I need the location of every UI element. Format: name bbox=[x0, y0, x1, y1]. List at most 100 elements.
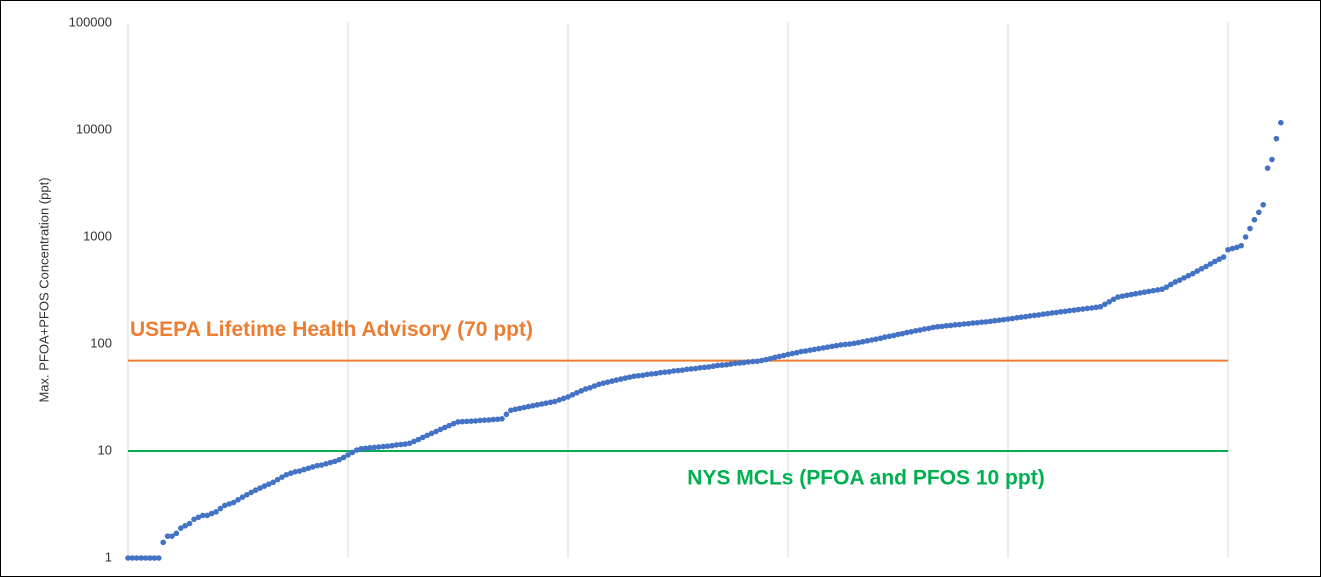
point bbox=[697, 364, 703, 371]
point bbox=[1190, 270, 1196, 277]
point bbox=[807, 347, 813, 354]
point bbox=[1102, 301, 1108, 308]
point bbox=[591, 383, 598, 389]
point bbox=[622, 375, 628, 381]
point bbox=[252, 487, 259, 494]
point bbox=[266, 481, 272, 487]
point bbox=[719, 362, 725, 368]
point bbox=[336, 456, 343, 463]
point bbox=[508, 407, 514, 414]
point bbox=[1128, 291, 1134, 298]
point bbox=[288, 470, 294, 477]
point bbox=[1049, 310, 1055, 316]
point bbox=[741, 359, 747, 366]
point bbox=[279, 474, 285, 480]
point bbox=[780, 352, 787, 359]
point bbox=[631, 373, 637, 380]
point bbox=[477, 417, 483, 424]
point bbox=[1106, 298, 1112, 305]
point bbox=[486, 417, 492, 423]
point bbox=[1238, 242, 1244, 249]
point bbox=[745, 359, 752, 365]
point bbox=[1084, 305, 1090, 312]
point bbox=[516, 405, 523, 412]
point bbox=[811, 346, 818, 353]
point bbox=[1044, 310, 1051, 317]
point bbox=[358, 445, 365, 452]
point bbox=[1229, 245, 1236, 252]
point bbox=[706, 364, 712, 370]
point bbox=[644, 371, 650, 378]
point bbox=[1185, 272, 1192, 279]
point bbox=[292, 468, 299, 475]
point bbox=[701, 364, 708, 371]
point bbox=[208, 510, 215, 517]
point bbox=[802, 348, 809, 354]
point bbox=[318, 462, 325, 468]
point bbox=[1154, 287, 1161, 293]
point bbox=[472, 418, 479, 424]
point bbox=[987, 318, 994, 325]
point bbox=[1194, 268, 1200, 274]
point bbox=[1273, 135, 1280, 142]
point bbox=[882, 334, 888, 340]
point bbox=[464, 418, 470, 425]
point bbox=[398, 441, 404, 448]
point bbox=[261, 483, 268, 489]
point bbox=[437, 426, 444, 433]
y-tick-label: 10 bbox=[98, 442, 112, 457]
point bbox=[1097, 303, 1104, 310]
point bbox=[604, 379, 611, 385]
point bbox=[1269, 156, 1275, 163]
point bbox=[1053, 309, 1060, 316]
point bbox=[829, 343, 835, 350]
point bbox=[864, 338, 870, 344]
point bbox=[1124, 292, 1130, 299]
point bbox=[714, 362, 721, 369]
point bbox=[1234, 244, 1240, 251]
point bbox=[235, 496, 241, 503]
point bbox=[692, 365, 699, 372]
point bbox=[895, 331, 901, 338]
point bbox=[1115, 294, 1121, 300]
point bbox=[305, 465, 312, 472]
point bbox=[503, 411, 510, 418]
point bbox=[710, 363, 716, 370]
annotation: USEPA Lifetime Health Advisory (70 ppt) bbox=[130, 318, 533, 341]
point bbox=[613, 377, 620, 383]
point bbox=[239, 494, 246, 501]
point bbox=[362, 445, 369, 452]
point bbox=[763, 356, 769, 363]
point bbox=[1146, 288, 1152, 295]
point bbox=[1040, 311, 1046, 317]
point bbox=[1036, 312, 1042, 318]
point bbox=[521, 404, 527, 411]
point bbox=[406, 440, 413, 447]
point bbox=[736, 360, 743, 366]
point bbox=[983, 319, 989, 325]
point bbox=[556, 397, 562, 403]
point bbox=[1075, 306, 1082, 313]
y-tick-label: 1 bbox=[105, 549, 112, 564]
point bbox=[952, 322, 958, 328]
point bbox=[371, 444, 378, 451]
point bbox=[723, 361, 730, 368]
point bbox=[151, 555, 158, 561]
point bbox=[886, 333, 892, 340]
y-tick-label: 10000 bbox=[76, 121, 112, 136]
point bbox=[1225, 246, 1231, 253]
point bbox=[904, 329, 910, 336]
point bbox=[1216, 256, 1222, 263]
point bbox=[1168, 281, 1174, 288]
point bbox=[794, 349, 800, 356]
point bbox=[156, 555, 162, 561]
point bbox=[816, 345, 822, 352]
point bbox=[538, 401, 545, 407]
point bbox=[446, 422, 453, 429]
point bbox=[899, 330, 906, 337]
point bbox=[785, 351, 791, 358]
point bbox=[1256, 209, 1262, 216]
point bbox=[1018, 314, 1024, 321]
point bbox=[833, 342, 840, 349]
